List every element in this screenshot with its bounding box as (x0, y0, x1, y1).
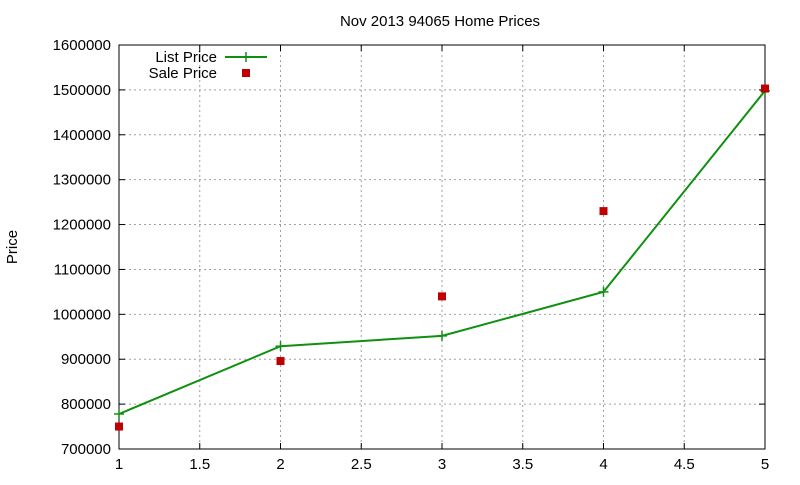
data-series (114, 84, 770, 431)
grid-lines (119, 45, 765, 449)
list-price-point (114, 408, 124, 419)
list-price-point (275, 341, 286, 352)
sale-price-legend-marker (242, 69, 250, 77)
y-tick-label: 1600000 (53, 37, 111, 54)
sale-price-point (599, 207, 608, 216)
y-tick-label: 1500000 (53, 82, 111, 99)
y-tick-label: 1200000 (53, 217, 111, 234)
sale-price-legend-label: Sale Price (149, 65, 217, 82)
x-tick-label: 1.5 (189, 456, 210, 473)
y-tick-label: 800000 (61, 396, 111, 413)
list-price-point (437, 330, 447, 341)
sale-price-point (761, 84, 769, 93)
list-price-legend-marker (241, 52, 251, 62)
chart-title: Nov 2013 94065 Home Prices (340, 13, 540, 30)
y-axis-label: Price (4, 230, 21, 264)
x-tick-label: 1 (115, 456, 123, 473)
y-tick-label: 1300000 (53, 172, 111, 189)
y-tick-label: 1000000 (53, 306, 111, 323)
list-price-point (598, 286, 609, 297)
x-tick-label: 4 (599, 456, 607, 473)
list-price-legend-label: List Price (155, 49, 217, 66)
y-tick-label: 1400000 (53, 127, 111, 144)
y-tick-label: 900000 (61, 351, 111, 368)
x-tick-label: 5 (761, 456, 769, 473)
axis-ticks: 1 1.5 2 2.5 3 3.5 4 4.5 5 700000 800000 900000 10000… (53, 37, 770, 473)
x-tick-label: 3.5 (512, 456, 533, 473)
sale-price-point (438, 292, 446, 301)
sale-price-series (115, 84, 769, 431)
list-price-series (114, 85, 770, 419)
sale-price-point (276, 357, 285, 366)
y-tick-label: 700000 (61, 441, 111, 458)
x-tick-label: 4.5 (674, 456, 695, 473)
x-tick-label: 2 (276, 456, 284, 473)
sale-price-point (115, 422, 123, 431)
x-tick-label: 2.5 (351, 456, 372, 473)
x-tick-label: 3 (438, 456, 446, 473)
y-tick-label: 1100000 (54, 261, 111, 278)
